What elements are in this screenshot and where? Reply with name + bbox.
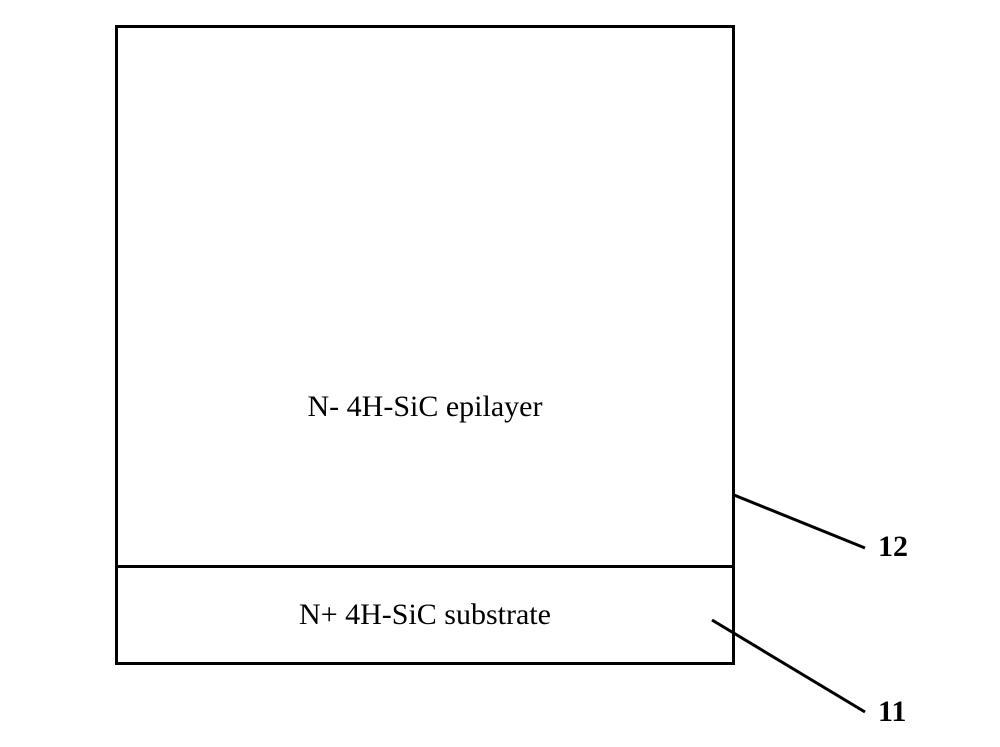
epilayer-label: N- 4H-SiC epilayer xyxy=(308,390,543,424)
callout-11: 11 xyxy=(878,695,906,729)
substrate-label: N+ 4H-SiC substrate xyxy=(299,598,551,632)
leader-line-12 xyxy=(734,495,865,548)
callout-12: 12 xyxy=(878,530,908,564)
layer-diagram: N- 4H-SiC epilayer N+ 4H-SiC substrate xyxy=(115,25,735,665)
epilayer-box: N- 4H-SiC epilayer xyxy=(115,25,735,565)
substrate-box: N+ 4H-SiC substrate xyxy=(115,565,735,665)
